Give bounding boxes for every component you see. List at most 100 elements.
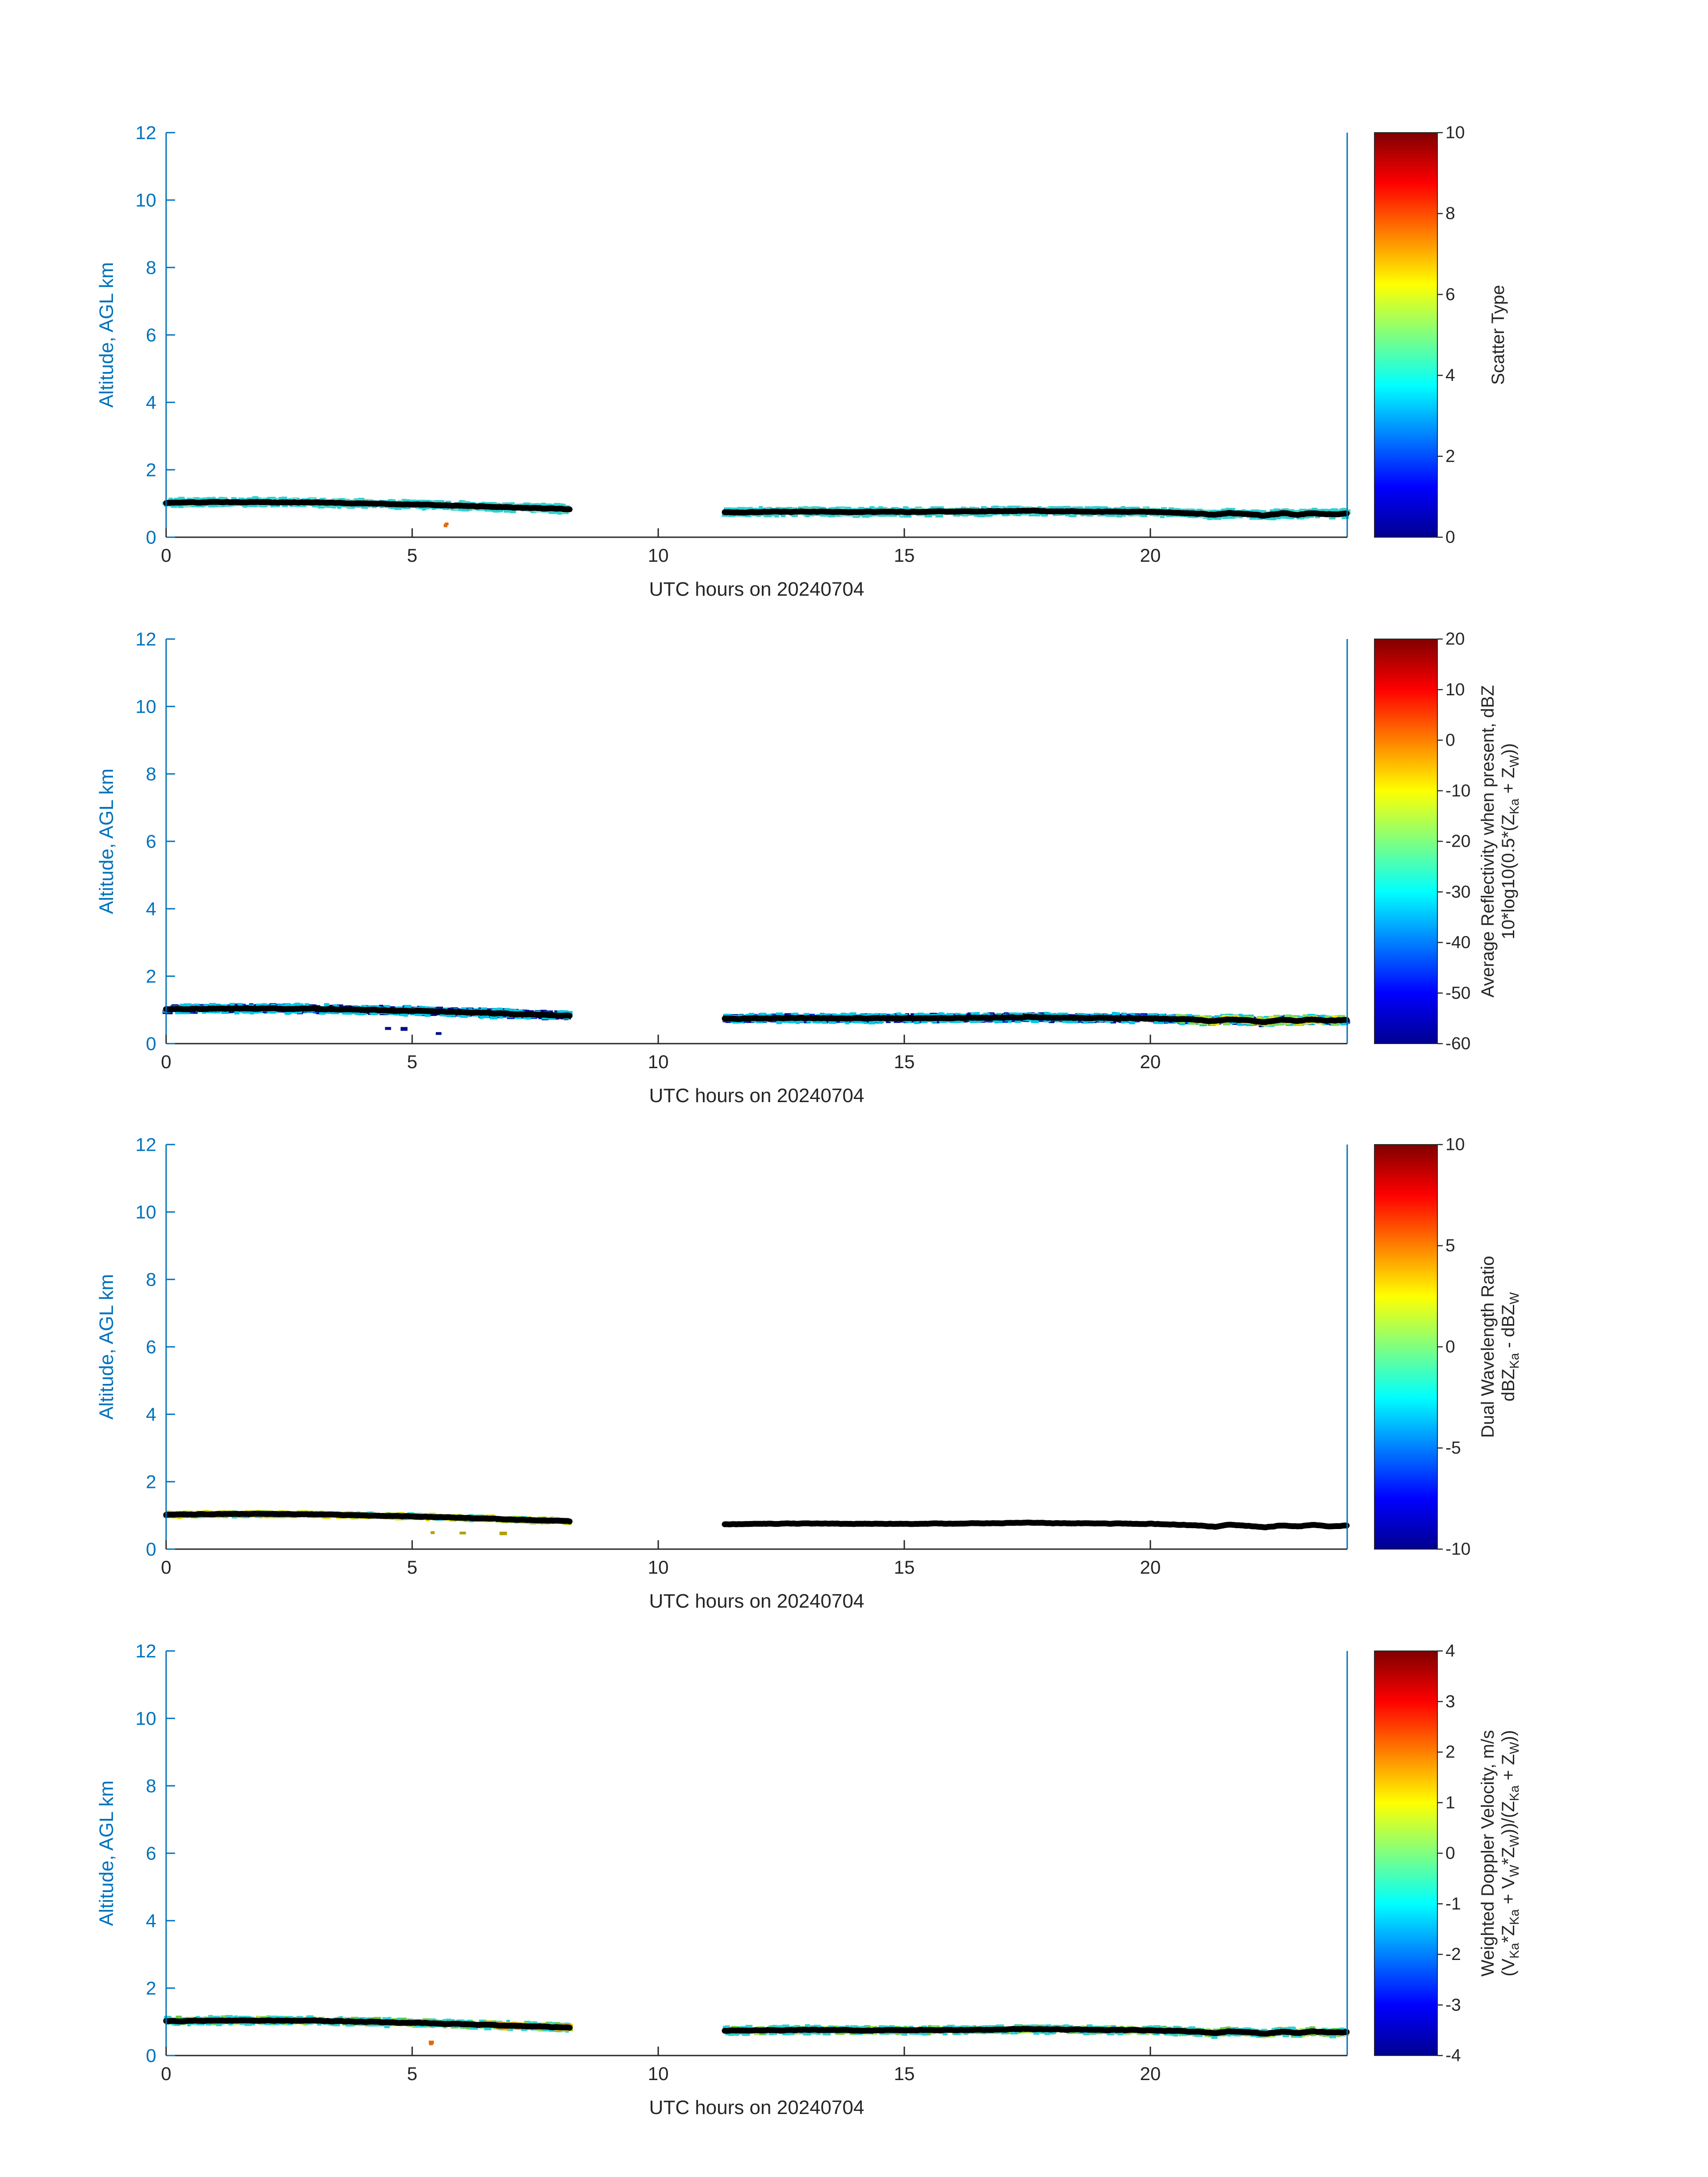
colorbar-tick-label: 6 (1445, 285, 1455, 304)
colorbar-tick-label: 0 (1445, 1844, 1455, 1863)
x-tick-label: 0 (161, 2063, 171, 2084)
x-tick-label: 15 (894, 545, 915, 566)
y-tick-label: 12 (135, 629, 156, 650)
colorbar-tick-label: 0 (1445, 1337, 1455, 1357)
y-tick-label: 0 (146, 2045, 156, 2066)
colorbar-tick-label: 20 (1445, 630, 1465, 649)
y-tick-label: 12 (135, 122, 156, 143)
y-tick-label: 8 (146, 257, 156, 278)
colorbar-tick-label: -40 (1445, 933, 1470, 952)
colorbar-gradient (1374, 133, 1437, 537)
x-tick-label: 0 (161, 545, 171, 566)
colorbar-tick-label: 8 (1445, 204, 1455, 223)
y-axis-label: Altitude, AGL km (96, 1780, 117, 1926)
cloud-band-line (163, 499, 573, 513)
x-tick-label: 0 (161, 1051, 171, 1072)
x-tick-label: 10 (648, 1051, 669, 1072)
y-tick-label: 6 (146, 1337, 156, 1358)
colorbar-tick-label: 2 (1445, 1742, 1455, 1762)
y-tick-label: 0 (146, 527, 156, 548)
cloud-band-line (163, 1005, 573, 1019)
speckle-layer (429, 2040, 434, 2045)
cloud-band-line (722, 2026, 1350, 2037)
colorbar-tick-label: 10 (1445, 1135, 1465, 1154)
colorbar-tick-label: -1 (1445, 1894, 1461, 1914)
y-tick-label: 4 (146, 898, 156, 919)
colorbar-tick-label: -20 (1445, 832, 1470, 851)
colorbar-tick-label: 0 (1445, 731, 1455, 750)
y-tick-label: 4 (146, 1910, 156, 1931)
y-tick-label: 12 (135, 1134, 156, 1155)
y-tick-label: 8 (146, 1776, 156, 1797)
y-tick-label: 8 (146, 764, 156, 785)
x-tick-label: 5 (407, 1051, 417, 1072)
y-tick-label: 10 (135, 190, 156, 211)
colorbar-gradient (1374, 1651, 1437, 2056)
colorbar-tick-label: 10 (1445, 123, 1465, 142)
x-tick-label: 15 (894, 2063, 915, 2084)
y-tick-label: 10 (135, 1202, 156, 1223)
cloud-band-line (722, 1519, 1350, 1530)
colorbar-border (1374, 132, 1438, 538)
speckle-layer (385, 1027, 442, 1035)
cloud-band-line (722, 1014, 1350, 1025)
x-tick-label: 5 (407, 1557, 417, 1578)
cloud-band-line (722, 507, 1350, 519)
y-tick-label: 2 (146, 1978, 156, 1999)
colorbar-tick-label: 1 (1445, 1793, 1455, 1812)
y-tick-label: 12 (135, 1641, 156, 1662)
y-tick-label: 0 (146, 1033, 156, 1054)
panel-3: 0 2 4 6 8 10 12 0 5 10 15 20 UTC hours on 20240704 Al… (96, 1134, 1522, 1613)
colorbar-tick-label: 10 (1445, 680, 1465, 699)
colorbar-gradient (1374, 1145, 1437, 1549)
colorbar-gradient (1374, 639, 1437, 1044)
y-tick-label: 10 (135, 696, 156, 717)
colorbar-tick-label: -2 (1445, 1945, 1461, 1964)
speckle-layer (430, 1531, 507, 1535)
colorbar-label-line: Weighted Doppler Velocity, m/s (1478, 1730, 1498, 1976)
colorbar-tick-label: -10 (1445, 781, 1470, 800)
panel-2: 0 2 4 6 8 10 12 0 5 10 15 20 UTC hours on 20240704 Al… (96, 629, 1522, 1107)
x-tick-label: 5 (407, 545, 417, 566)
colorbar-tick-label: -4 (1445, 2046, 1461, 2065)
y-tick-label: 6 (146, 325, 156, 346)
y-tick-label: 0 (146, 1539, 156, 1560)
x-tick-label: 15 (894, 1051, 915, 1072)
y-axis-label: Altitude, AGL km (96, 262, 117, 408)
x-tick-label: 10 (648, 545, 669, 566)
y-tick-label: 4 (146, 392, 156, 413)
y-tick-label: 10 (135, 1708, 156, 1729)
colorbar-tick-label: -50 (1445, 983, 1470, 1003)
x-tick-label: 10 (648, 2063, 669, 2084)
colorbar-tick-label: 4 (1445, 366, 1455, 385)
y-tick-label: 6 (146, 1843, 156, 1864)
colorbar-tick-label: -5 (1445, 1438, 1461, 1458)
colorbar-tick-label: -30 (1445, 882, 1470, 902)
colorbar-label-line: 10*log10(0.5*(ZKa + ZW)) (1499, 743, 1522, 939)
x-tick-label: 0 (161, 1557, 171, 1578)
x-tick-label: 20 (1140, 1557, 1161, 1578)
y-tick-label: 2 (146, 966, 156, 987)
colorbar-tick-label: 0 (1445, 528, 1455, 547)
colorbar-label-line: Scatter Type (1488, 285, 1508, 385)
colorbar-label-line: Average Reflectivity when present, dBZ (1478, 685, 1498, 998)
x-axis-label: UTC hours on 20240704 (649, 1590, 864, 1612)
x-axis-label: UTC hours on 20240704 (649, 2097, 864, 2119)
cloud-band-line (163, 1511, 573, 1525)
y-tick-label: 2 (146, 460, 156, 481)
y-axis-label: Altitude, AGL km (96, 1274, 117, 1420)
colorbar-tick-label: -3 (1445, 1995, 1461, 2014)
colorbar-label-line: dBZKa - dBZW (1499, 1292, 1522, 1402)
x-tick-label: 10 (648, 1557, 669, 1578)
colorbar-tick-label: 4 (1445, 1642, 1455, 1661)
y-tick-label: 8 (146, 1269, 156, 1290)
y-tick-label: 6 (146, 831, 156, 852)
x-axis-label: UTC hours on 20240704 (649, 578, 864, 600)
x-axis-label: UTC hours on 20240704 (649, 1085, 864, 1107)
y-tick-label: 2 (146, 1471, 156, 1492)
colorbar-tick-label: 5 (1445, 1236, 1455, 1255)
y-tick-label: 4 (146, 1404, 156, 1425)
